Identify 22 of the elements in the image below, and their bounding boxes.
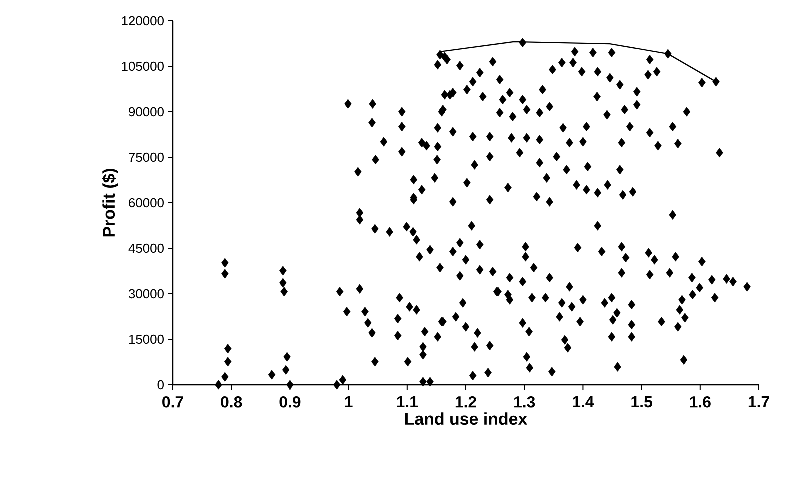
x-tick-label: 0.9	[280, 396, 301, 408]
y-tick-label: 15000	[129, 334, 164, 344]
y-tick-label: 120000	[122, 16, 164, 26]
x-tick-label: 1.4	[573, 396, 594, 408]
x-axis-title: Land use index	[406, 412, 528, 426]
x-tick-label: 0.8	[221, 396, 242, 408]
x-tick-label: 0.7	[162, 396, 184, 408]
x-tick-label: 1.5	[632, 396, 652, 408]
y-tick-label: 30000	[128, 289, 164, 299]
x-tick-label: 1.2	[456, 396, 476, 408]
x-tick-label: 1.1	[397, 396, 418, 408]
y-tick-label: 105000	[122, 62, 164, 72]
x-tick-label: 1.6	[690, 396, 711, 408]
y-tick-label: 60000	[129, 198, 164, 208]
y-tick-label: 0	[158, 380, 164, 390]
x-tick-label: 1.3	[514, 396, 536, 408]
y-tick-label: 75000	[129, 152, 164, 162]
y-axis-title: Profit ($)	[102, 169, 118, 237]
y-tick-label: 45000	[128, 244, 164, 254]
x-tick-label: 1.7	[748, 396, 770, 408]
x-tick-label: 1	[345, 396, 353, 408]
y-tick-label: 90000	[129, 107, 164, 117]
